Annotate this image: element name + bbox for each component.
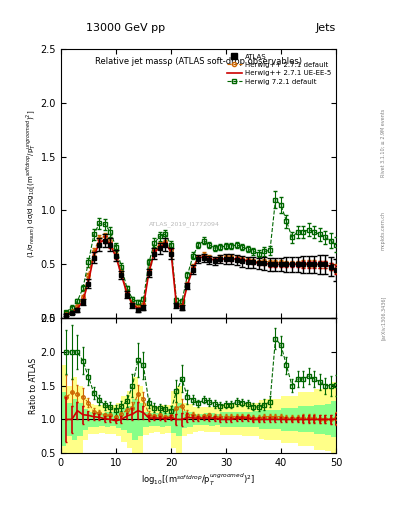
Text: ATLAS_2019_I1772094: ATLAS_2019_I1772094: [149, 221, 220, 227]
Y-axis label: Ratio to ATLAS: Ratio to ATLAS: [29, 358, 38, 414]
X-axis label: log$_{10}$[(m$^{soft drop}$/p$_T^{ungroomed}$)$^2$]: log$_{10}$[(m$^{soft drop}$/p$_T^{ungroo…: [141, 472, 255, 488]
Y-axis label: (1/σ$_{resum}$) dσ/d log$_{10}$[(m$^{soft drop}$/p$_T^{ungroomed}$)$^2$]: (1/σ$_{resum}$) dσ/d log$_{10}$[(m$^{sof…: [25, 109, 38, 258]
Text: [arXiv:1306.3436]: [arXiv:1306.3436]: [381, 295, 386, 339]
Text: Rivet 3.1.10; ≥ 2.9M events: Rivet 3.1.10; ≥ 2.9M events: [381, 109, 386, 178]
Text: Jets: Jets: [316, 23, 336, 33]
Text: Relative jet massρ (ATLAS soft-drop observables): Relative jet massρ (ATLAS soft-drop obse…: [95, 57, 302, 66]
Legend: ATLAS, Herwig++ 2.7.1 default, Herwig++ 2.7.1 UE-EE-5, Herwig 7.2.1 default: ATLAS, Herwig++ 2.7.1 default, Herwig++ …: [226, 52, 332, 86]
Text: mcplots.cern.ch: mcplots.cern.ch: [381, 211, 386, 250]
Text: 13000 GeV pp: 13000 GeV pp: [86, 23, 165, 33]
